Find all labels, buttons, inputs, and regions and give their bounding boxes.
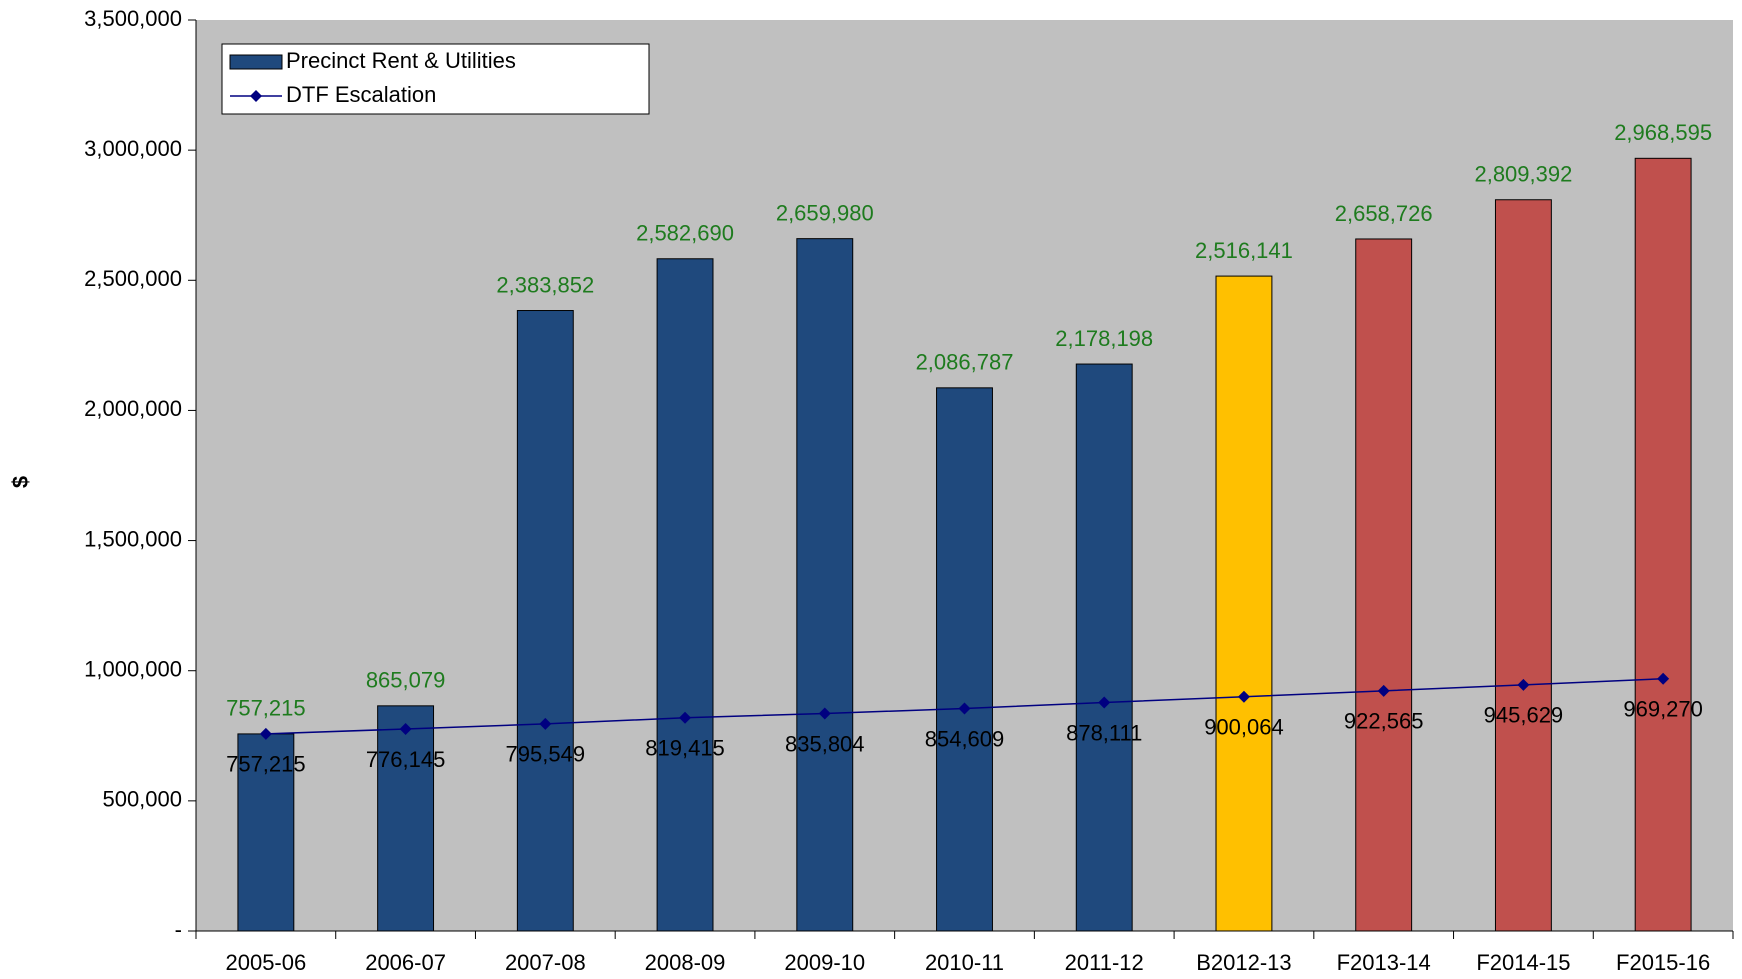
line-value-label: 922,565 xyxy=(1344,709,1424,734)
line-value-label: 757,215 xyxy=(226,752,306,777)
line-marker xyxy=(539,717,552,730)
y-axis-label: $ xyxy=(8,476,33,488)
legend xyxy=(221,43,650,115)
line-marker xyxy=(1657,672,1670,685)
line-value-label: 969,270 xyxy=(1623,697,1703,722)
bar xyxy=(516,310,574,932)
y-tick-label: 1,500,000 xyxy=(84,526,182,551)
bar xyxy=(1494,199,1552,932)
x-tick-label: F2014-15 xyxy=(1476,950,1570,975)
x-tick-label: F2013-14 xyxy=(1337,950,1431,975)
bar-value-label: 2,178,198 xyxy=(1055,326,1153,351)
bar-value-label: 2,658,726 xyxy=(1335,201,1433,226)
x-tick-label: 2005-06 xyxy=(225,950,306,975)
line-value-label: 795,549 xyxy=(506,742,586,767)
line-value-label: 776,145 xyxy=(366,747,446,772)
legend-label: Precinct Rent & Utilities xyxy=(286,48,516,73)
x-tick-label: 2009-10 xyxy=(784,950,865,975)
line-marker xyxy=(1517,678,1530,691)
x-tick-label: 2007-08 xyxy=(505,950,586,975)
line-value-label: 878,111 xyxy=(1066,720,1142,745)
bar xyxy=(1355,238,1413,932)
x-tick-label: 2006-07 xyxy=(365,950,446,975)
y-tick-label: 3,500,000 xyxy=(84,6,182,31)
line-marker xyxy=(958,702,971,715)
x-tick-label: B2012-13 xyxy=(1196,950,1291,975)
line-value-label: 835,804 xyxy=(785,731,865,756)
bar xyxy=(1215,275,1273,932)
legend-marker xyxy=(250,90,262,102)
bar-value-label: 2,809,392 xyxy=(1474,162,1572,187)
bar xyxy=(796,238,854,932)
bar-value-label: 2,516,141 xyxy=(1195,238,1293,263)
line-marker xyxy=(1237,690,1250,703)
legend-swatch xyxy=(229,54,283,70)
bar xyxy=(1075,363,1133,932)
line-marker xyxy=(1377,684,1390,697)
bar-value-label: 865,079 xyxy=(366,668,446,693)
bar xyxy=(1634,157,1692,932)
legend-label: DTF Escalation xyxy=(286,82,436,107)
y-tick-label: 1,000,000 xyxy=(84,657,182,682)
bar-value-label: 2,582,690 xyxy=(636,221,734,246)
bar-value-label: 2,086,787 xyxy=(916,350,1014,375)
line-marker xyxy=(399,722,412,735)
y-tick-label: 500,000 xyxy=(102,787,182,812)
bar-value-label: 2,383,852 xyxy=(496,272,594,297)
line-value-label: 945,629 xyxy=(1484,703,1564,728)
bar xyxy=(936,387,993,932)
x-tick-label: 2011-12 xyxy=(1065,950,1144,975)
y-tick-label: 2,000,000 xyxy=(84,396,182,421)
bar xyxy=(377,705,435,932)
bar-value-label: 2,968,595 xyxy=(1614,120,1712,145)
y-tick-label: 3,000,000 xyxy=(84,136,182,161)
x-tick-label: F2015-16 xyxy=(1616,950,1710,975)
bar-value-label: 2,659,980 xyxy=(776,200,874,225)
bar-value-label: 757,215 xyxy=(226,696,306,721)
line-marker xyxy=(1098,696,1111,709)
line-value-label: 854,609 xyxy=(925,726,1005,751)
line-marker xyxy=(259,727,272,740)
bar xyxy=(656,258,714,932)
x-tick-label: 2010-11 xyxy=(925,950,1004,975)
y-tick-label: - xyxy=(175,917,182,942)
line-value-label: 900,064 xyxy=(1204,715,1284,740)
line-marker xyxy=(679,711,692,724)
line-marker xyxy=(818,707,831,720)
x-tick-label: 2008-09 xyxy=(645,950,726,975)
line-value-label: 819,415 xyxy=(645,736,725,761)
y-tick-label: 2,500,000 xyxy=(84,266,182,291)
